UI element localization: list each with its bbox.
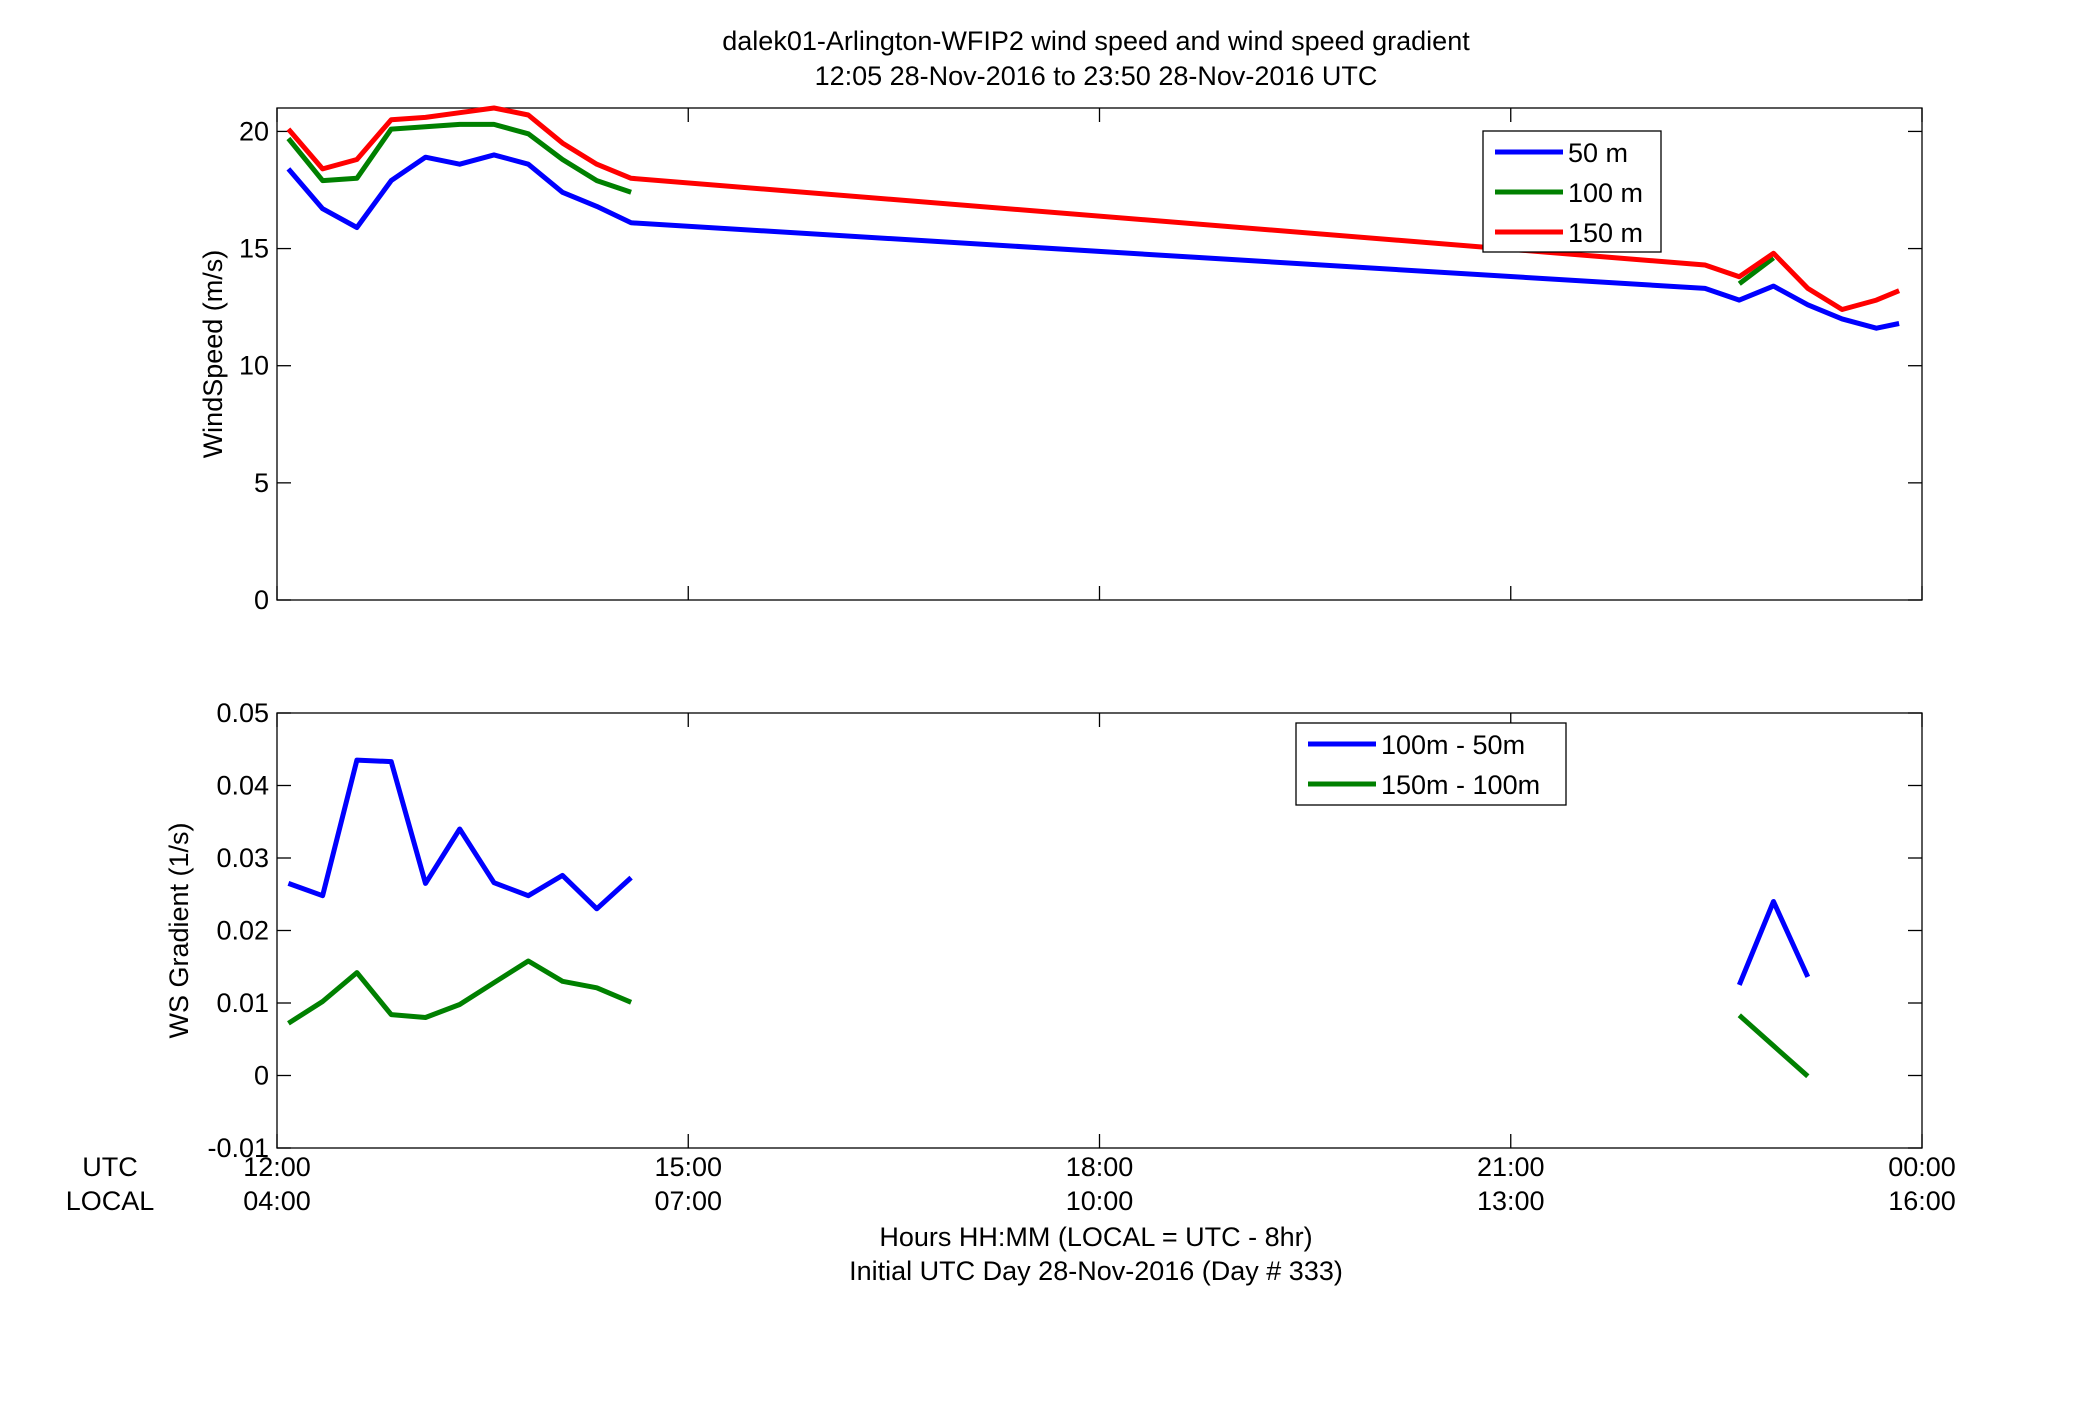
x-axis-label-line2: Initial UTC Day 28-Nov-2016 (Day # 333) [849, 1256, 1343, 1286]
x-tick-label-local: 13:00 [1477, 1186, 1545, 1216]
plot-frame [276, 712, 1923, 1149]
x-tick-label-utc: 15:00 [654, 1152, 722, 1182]
y-tick-label: 0 [254, 1061, 269, 1091]
top-panel: 0 5 10 15 20 WindSpeed (m/s) 50 m 100 m 150 m [198, 105, 1923, 615]
x-axis-row-label-utc: UTC [82, 1152, 138, 1182]
y-tick-label: 10 [239, 351, 269, 381]
x-axis-label-line1: Hours HH:MM (LOCAL = UTC - 8hr) [879, 1222, 1312, 1252]
figure-title-line1: dalek01-Arlington-WFIP2 wind speed and w… [722, 26, 1470, 56]
x-tick-label-utc: 21:00 [1477, 1152, 1545, 1182]
legend-label-100m-50m: 100m - 50m [1381, 730, 1525, 760]
y-tick-label: 0.02 [216, 916, 269, 946]
legend-label-150m-100m: 150m - 100m [1381, 770, 1540, 800]
x-tick-label-utc: 00:00 [1888, 1152, 1956, 1182]
y-tick-label: 0.04 [216, 771, 269, 801]
legend: 50 m 100 m 150 m [1482, 130, 1662, 253]
series-line-100m-50m [287, 757, 1811, 986]
series-line-150m-100m [287, 958, 1810, 1079]
y-tick-label: 0.01 [216, 988, 269, 1018]
y-tick-label: 0.05 [216, 698, 269, 728]
series-line-150-m [286, 105, 1901, 312]
y-axis-label: WS Gradient (1/s) [164, 822, 194, 1038]
bottom-panel: -0.01 0 0.01 0.02 0.03 0.04 0.05 WS Gradient (1… [164, 698, 1923, 1163]
y-tick-label: 15 [239, 234, 269, 264]
legend-label-100-m: 100 m [1568, 178, 1643, 208]
series-line-50-m [286, 152, 1900, 331]
legend: 100m - 50m 150m - 100m [1295, 722, 1567, 806]
legend-box [1295, 722, 1567, 806]
figure-title-line2: 12:05 28-Nov-2016 to 23:50 28-Nov-2016 U… [815, 61, 1378, 91]
y-axis-label: WindSpeed (m/s) [198, 250, 228, 459]
x-tick-label-local: 04:00 [243, 1186, 311, 1216]
legend-label-50-m: 50 m [1568, 138, 1628, 168]
legend-label-150-m: 150 m [1568, 218, 1643, 248]
x-tick-label-local: 16:00 [1888, 1186, 1956, 1216]
x-tick-label-utc: 18:00 [1066, 1152, 1134, 1182]
x-tick-label-local: 07:00 [654, 1186, 722, 1216]
y-tick-label: -0.01 [207, 1133, 269, 1163]
y-tick-label: 20 [239, 116, 269, 146]
y-tick-label: 5 [254, 468, 269, 498]
x-tick-labels: 12:00 04:00 15:00 07:00 18:00 10:00 21:00 13:00… [243, 1152, 1956, 1216]
x-axis-row-label-local: LOCAL [66, 1186, 155, 1216]
x-tick-label-local: 10:00 [1066, 1186, 1134, 1216]
series-line-100-m [286, 121, 1776, 286]
y-tick-label: 0 [254, 585, 269, 615]
x-tick-label-utc: 12:00 [243, 1152, 311, 1182]
plot-frame [276, 107, 1923, 601]
y-tick-label: 0.03 [216, 843, 269, 873]
